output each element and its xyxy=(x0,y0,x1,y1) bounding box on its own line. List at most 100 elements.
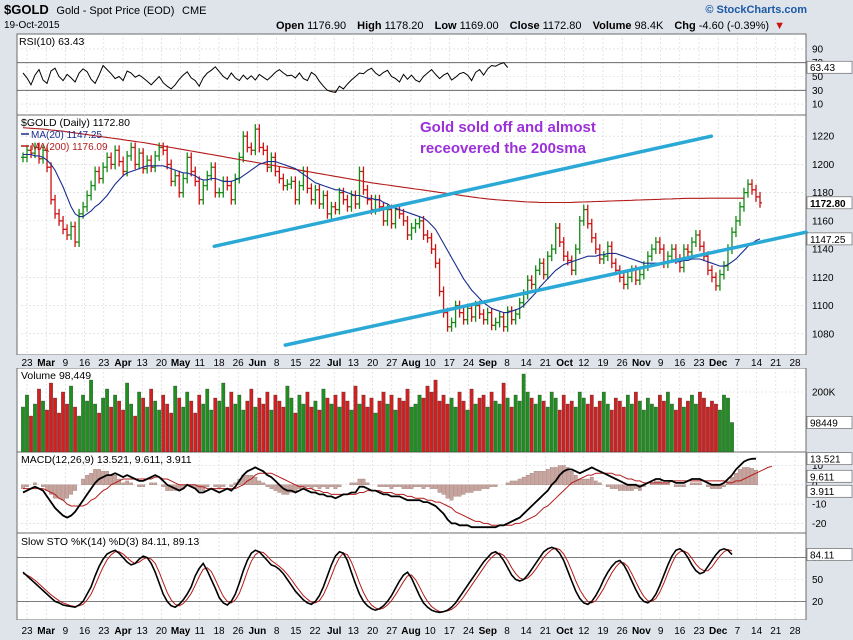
x-tick-label-bottom: 15 xyxy=(290,626,302,637)
price-bar xyxy=(161,142,166,156)
price-bar xyxy=(737,201,742,226)
price-bar xyxy=(241,131,246,163)
volume-bar xyxy=(637,400,642,453)
x-tick-label-top: Nov xyxy=(632,358,651,369)
price-bar xyxy=(341,187,346,205)
x-tick-label-top: 7 xyxy=(735,358,741,369)
volume-bar xyxy=(385,403,390,453)
x-tick-label-top: Aug xyxy=(401,358,420,369)
macd-tick-label: 10 xyxy=(812,461,824,472)
volume-bar xyxy=(581,397,586,453)
volume-bar xyxy=(293,412,298,453)
price-bar xyxy=(625,272,630,290)
macd-histogram-bar xyxy=(585,478,590,485)
volume-bar xyxy=(189,400,194,453)
macd-histogram-bar xyxy=(722,484,726,487)
macd-histogram-bar xyxy=(425,484,430,487)
x-tick-label-bottom: 24 xyxy=(463,626,475,637)
volume-bar xyxy=(269,409,274,453)
ma20-last-tag-bg xyxy=(806,232,853,246)
price-bar xyxy=(185,152,190,184)
volume-bar xyxy=(650,403,654,453)
volume-bar xyxy=(341,391,346,453)
x-tick-label-top: 23 xyxy=(98,358,110,369)
price-bar xyxy=(309,183,314,205)
macd-histogram-bar xyxy=(461,484,466,495)
macd-histogram-bar xyxy=(257,480,262,485)
price-bar xyxy=(145,155,150,174)
volume-bar xyxy=(237,394,242,453)
volume-bar xyxy=(469,388,474,453)
price-bar xyxy=(317,184,322,209)
down-triangle-icon: ▼ xyxy=(774,20,785,32)
volume-bar xyxy=(525,391,530,453)
sto-title: Slow STO %K(14) %D(3) 84.11, 89.13 xyxy=(21,536,199,548)
volume-bar xyxy=(141,397,146,453)
volume-bar xyxy=(405,388,410,453)
price-bar xyxy=(549,244,554,262)
x-tick-label-bottom: 10 xyxy=(425,626,437,637)
macd-histogram-bar xyxy=(441,484,446,495)
volume-bar xyxy=(81,394,85,453)
macd-histogram-bar xyxy=(674,484,678,487)
price-bar xyxy=(265,145,270,173)
sto-last-tag: 84.11 xyxy=(810,551,835,562)
price-bar xyxy=(165,145,170,170)
volume-bar xyxy=(389,394,394,453)
volume-bar xyxy=(658,394,662,453)
volume-bar xyxy=(181,406,186,453)
price-bar xyxy=(249,142,254,156)
macd-histogram-bar xyxy=(213,484,218,487)
macd-last-tag: 13.521 xyxy=(810,455,841,466)
macd-histogram-bar xyxy=(449,484,454,501)
price-bar xyxy=(401,208,406,226)
price-bar xyxy=(421,215,426,240)
exchange: CME xyxy=(182,5,207,17)
x-tick-label-top: Apr xyxy=(114,358,131,369)
macd-histogram-bar xyxy=(465,484,470,493)
macd-histogram-bar xyxy=(57,484,61,499)
price-bar xyxy=(81,201,86,219)
volume-bar xyxy=(29,415,33,453)
low-label: Low xyxy=(434,20,457,32)
macd-histogram-bar xyxy=(473,484,478,491)
price-bar xyxy=(685,244,690,257)
macd-last-tag-bg xyxy=(806,452,853,466)
x-tick-label-bottom: 17 xyxy=(444,626,456,637)
price-bar xyxy=(749,179,754,195)
macd-histogram-bar xyxy=(137,484,142,487)
macd-histogram-bar xyxy=(533,471,538,485)
macd-histogram-bar xyxy=(317,484,322,489)
x-tick-label-top: May xyxy=(171,358,191,369)
price-bar xyxy=(189,152,194,177)
macd-histogram-bar xyxy=(109,474,113,485)
stockcharts-logo[interactable]: © StockCharts.com xyxy=(705,4,807,16)
macd-histogram-bar xyxy=(153,482,158,485)
price-bar xyxy=(77,208,82,247)
macd-histogram-bar xyxy=(477,484,482,491)
macd-histogram-bar xyxy=(537,471,542,485)
volume-bar xyxy=(710,400,714,453)
price-bar xyxy=(197,176,202,205)
volume-bar xyxy=(337,406,342,453)
price-bar xyxy=(181,173,186,198)
macd-histogram-bar xyxy=(469,484,474,493)
volume-bar xyxy=(217,400,222,453)
volume-bar xyxy=(277,400,282,453)
price-bar xyxy=(285,179,290,191)
price-bar xyxy=(93,166,98,191)
x-tick-label-top: 17 xyxy=(444,358,456,369)
x-tick-label-bottom: Apr xyxy=(114,626,131,637)
macd-hist-last-tag-bg xyxy=(806,484,853,498)
macd-histogram-bar xyxy=(69,484,73,495)
volume-bar xyxy=(429,391,434,453)
price-bar xyxy=(65,224,70,240)
price-bar xyxy=(585,204,590,229)
macd-histogram-bar xyxy=(613,484,618,489)
price-bar xyxy=(329,201,334,219)
volume-bar xyxy=(537,394,542,453)
volume-bar xyxy=(281,406,286,453)
x-tick-label-bottom: 12 xyxy=(578,626,590,637)
price-bar xyxy=(121,156,126,177)
volume-bar xyxy=(37,388,41,453)
